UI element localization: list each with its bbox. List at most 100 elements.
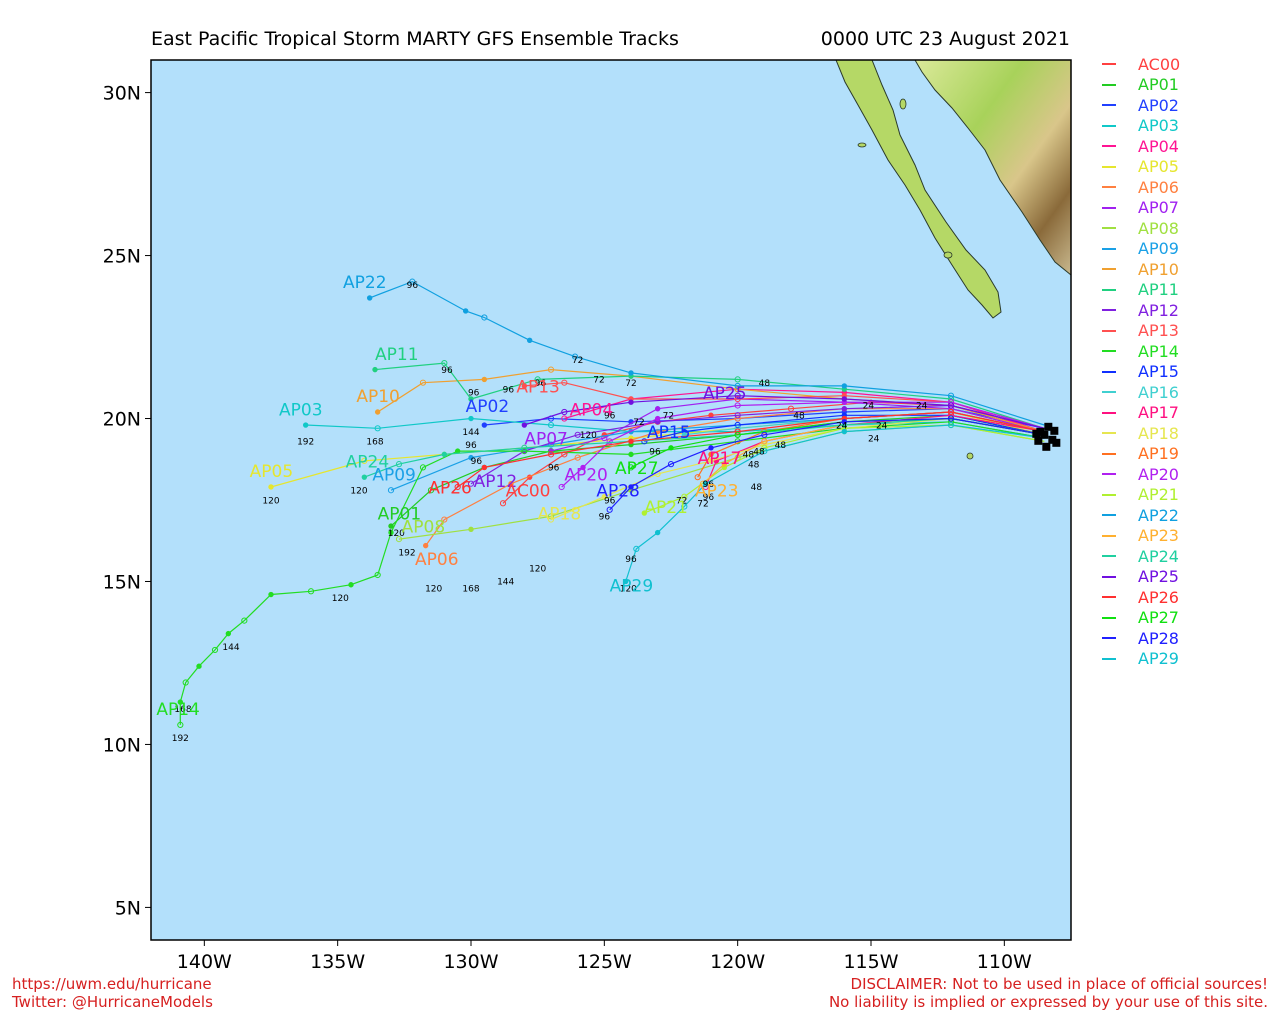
footer-twitter: Twitter: @HurricaneModels — [12, 993, 213, 1011]
forecast-hour-label: 120 — [388, 529, 405, 539]
legend-label: AC00 — [1138, 54, 1181, 74]
legend-swatch — [1102, 309, 1116, 312]
track-point — [521, 383, 528, 389]
track-point — [302, 422, 309, 428]
track-point — [521, 422, 528, 428]
track-point — [526, 337, 533, 343]
track-point — [734, 428, 741, 435]
forecast-hour-label: 96 — [703, 480, 715, 490]
track-point — [628, 451, 634, 458]
legend-item-ap15: AP15 — [1102, 362, 1272, 383]
track-point — [571, 353, 579, 360]
track-point — [211, 646, 219, 654]
track-point — [561, 415, 568, 422]
legend: AC00 AP01 AP02 AP03 AP04 AP05 AP06 AP07 AP08 AP09… — [1102, 54, 1272, 669]
x-tick-label: 130W — [443, 951, 498, 973]
track-point — [601, 494, 608, 500]
track-ap11 — [372, 360, 1045, 429]
forecast-hour-label: 48 — [775, 441, 787, 451]
forecast-hour-label: 72 — [663, 412, 674, 422]
track-label: AP20 — [564, 465, 608, 485]
track-point — [481, 314, 488, 321]
island-icon — [943, 251, 953, 259]
track-point — [468, 396, 474, 402]
legend-swatch — [1102, 432, 1116, 435]
forecast-hour-label: 120 — [425, 584, 442, 594]
track-point — [468, 454, 474, 461]
track-point — [734, 382, 741, 390]
track-line — [470, 404, 1045, 485]
legend-item-ap25: AP25 — [1102, 567, 1272, 588]
x-tick-label: 115W — [843, 951, 898, 973]
track-ap25 — [521, 392, 1045, 429]
chart-timestamp: 0000 UTC 23 August 2021 — [820, 28, 1070, 50]
legend-label: AP04 — [1138, 136, 1179, 156]
track-point — [841, 383, 848, 389]
legend-item-ap19: AP19 — [1102, 444, 1272, 465]
track-label: AP10 — [356, 387, 400, 407]
track-point — [454, 483, 461, 491]
forecast-hour-label: 72 — [697, 500, 708, 510]
forecast-hour-label: 48 — [748, 460, 760, 470]
track-ap26 — [454, 408, 1045, 491]
legend-item-ap29: AP29 — [1102, 649, 1272, 670]
track-label: AP21 — [644, 498, 688, 518]
track-point — [561, 379, 568, 386]
track-point — [841, 396, 848, 402]
track-line — [457, 411, 1045, 488]
legend-label: AP29 — [1138, 649, 1179, 669]
legend-label: AP24 — [1138, 546, 1179, 566]
forecast-hour-label: 144 — [462, 428, 479, 438]
legend-label: AP27 — [1138, 608, 1179, 628]
track-point — [481, 376, 488, 383]
forecast-hour-label: 96 — [407, 281, 419, 291]
legend-swatch — [1102, 350, 1116, 353]
track-point — [427, 487, 435, 494]
forecast-hour-label: 120 — [332, 594, 349, 604]
legend-item-ap27: AP27 — [1102, 608, 1272, 629]
track-label: AP06 — [415, 550, 459, 570]
legend-swatch — [1102, 124, 1116, 127]
legend-label: AP17 — [1138, 403, 1179, 423]
legend-item-ap20: AP20 — [1102, 464, 1272, 485]
legend-swatch — [1102, 514, 1116, 517]
track-point — [547, 441, 555, 448]
track-point — [521, 444, 528, 451]
track-label: AP23 — [695, 482, 739, 502]
legend-swatch — [1102, 473, 1116, 476]
forecast-hour-label: 96 — [503, 385, 515, 395]
disclaimer-line-2: No liability is implied or expressed by … — [828, 993, 1268, 1011]
footer-url[interactable]: https://uwm.edu/hurricane — [12, 975, 212, 993]
forecast-hour-label: 48 — [753, 447, 765, 457]
legend-item-ap26: AP26 — [1102, 587, 1272, 608]
track-point — [419, 464, 427, 471]
track-label: AP01 — [378, 505, 422, 525]
legend-label: AP06 — [1138, 177, 1179, 197]
track-point — [409, 278, 416, 285]
legend-item-ap03: AP03 — [1102, 116, 1272, 137]
legend-label: AP03 — [1138, 116, 1179, 136]
track-point — [574, 431, 581, 438]
legend-item-ap22: AP22 — [1102, 505, 1272, 526]
track-label: AP14 — [156, 700, 200, 720]
legend-label: AP28 — [1138, 628, 1179, 648]
track-point — [241, 617, 248, 624]
forecast-hour-label: 120 — [580, 431, 597, 441]
track-point — [761, 441, 768, 448]
track-point — [667, 461, 675, 468]
track-point — [734, 392, 741, 399]
legend-item-ac00: AC00 — [1102, 54, 1272, 75]
legend-item-ap14: AP14 — [1102, 341, 1272, 362]
track-point — [481, 422, 488, 428]
track-point — [947, 395, 955, 403]
track-label: AP08 — [402, 518, 446, 538]
track-point — [841, 406, 848, 412]
track-point — [196, 663, 202, 669]
legend-item-ap16: AP16 — [1102, 382, 1272, 403]
legend-swatch — [1102, 83, 1116, 86]
track-point — [734, 402, 741, 409]
track-point — [628, 484, 634, 490]
legend-item-ap21: AP21 — [1102, 485, 1272, 506]
